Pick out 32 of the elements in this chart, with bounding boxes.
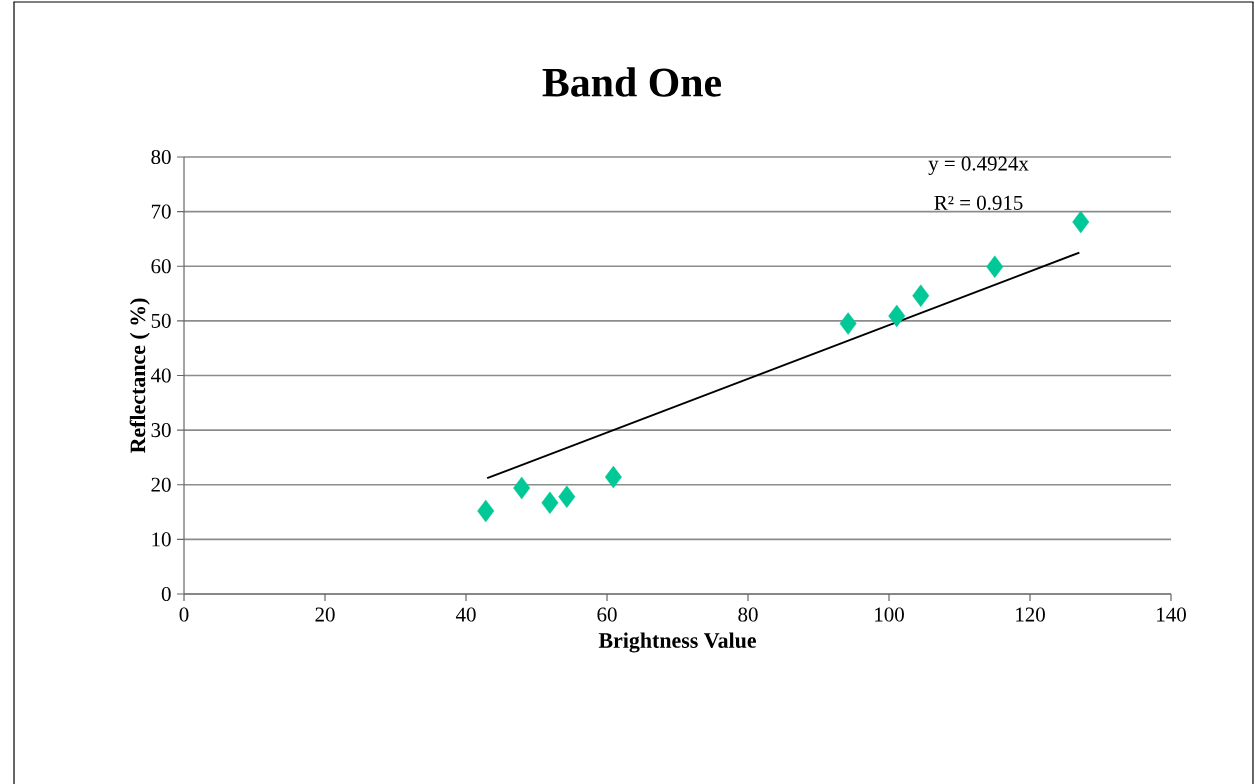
y-tick-label: 40 [150,368,171,383]
point [604,465,622,489]
chart-title: Band One [542,67,722,97]
y-tick-label: 60 [151,259,171,274]
y-tick-label: 80 [151,149,171,165]
y-tick-label: 30 [151,423,171,438]
x-tick-label: 120 [1016,607,1045,622]
x-tick-label: 60 [597,607,617,622]
x-tick-label: 140 [1157,607,1186,622]
annotation: R² = 0.915 [934,195,1023,210]
annotation: y = 0.4924x [928,156,1029,175]
x-tick-label: 20 [315,607,335,622]
y-tick-label: 10 [152,532,171,547]
point [912,284,930,307]
y-tick-label: 70 [151,204,171,219]
y-tick-label: 0 [161,586,171,602]
y-axis-title: Reflectance ( %) [129,298,150,453]
x-tick-label: 40 [455,607,476,622]
point [558,485,576,508]
x-tick-label: 80 [738,607,758,622]
point [477,499,495,523]
point [541,491,559,514]
point [888,304,906,328]
point [839,312,857,335]
y-tick-label: 20 [151,477,171,492]
point [986,255,1004,278]
x-axis-title: Brightness Value [598,632,757,653]
y-tick-label: 50 [151,313,171,328]
x-tick-label: 100 [875,607,904,622]
point [1072,210,1090,234]
x-tick-label: 0 [179,607,189,622]
point [513,476,531,500]
